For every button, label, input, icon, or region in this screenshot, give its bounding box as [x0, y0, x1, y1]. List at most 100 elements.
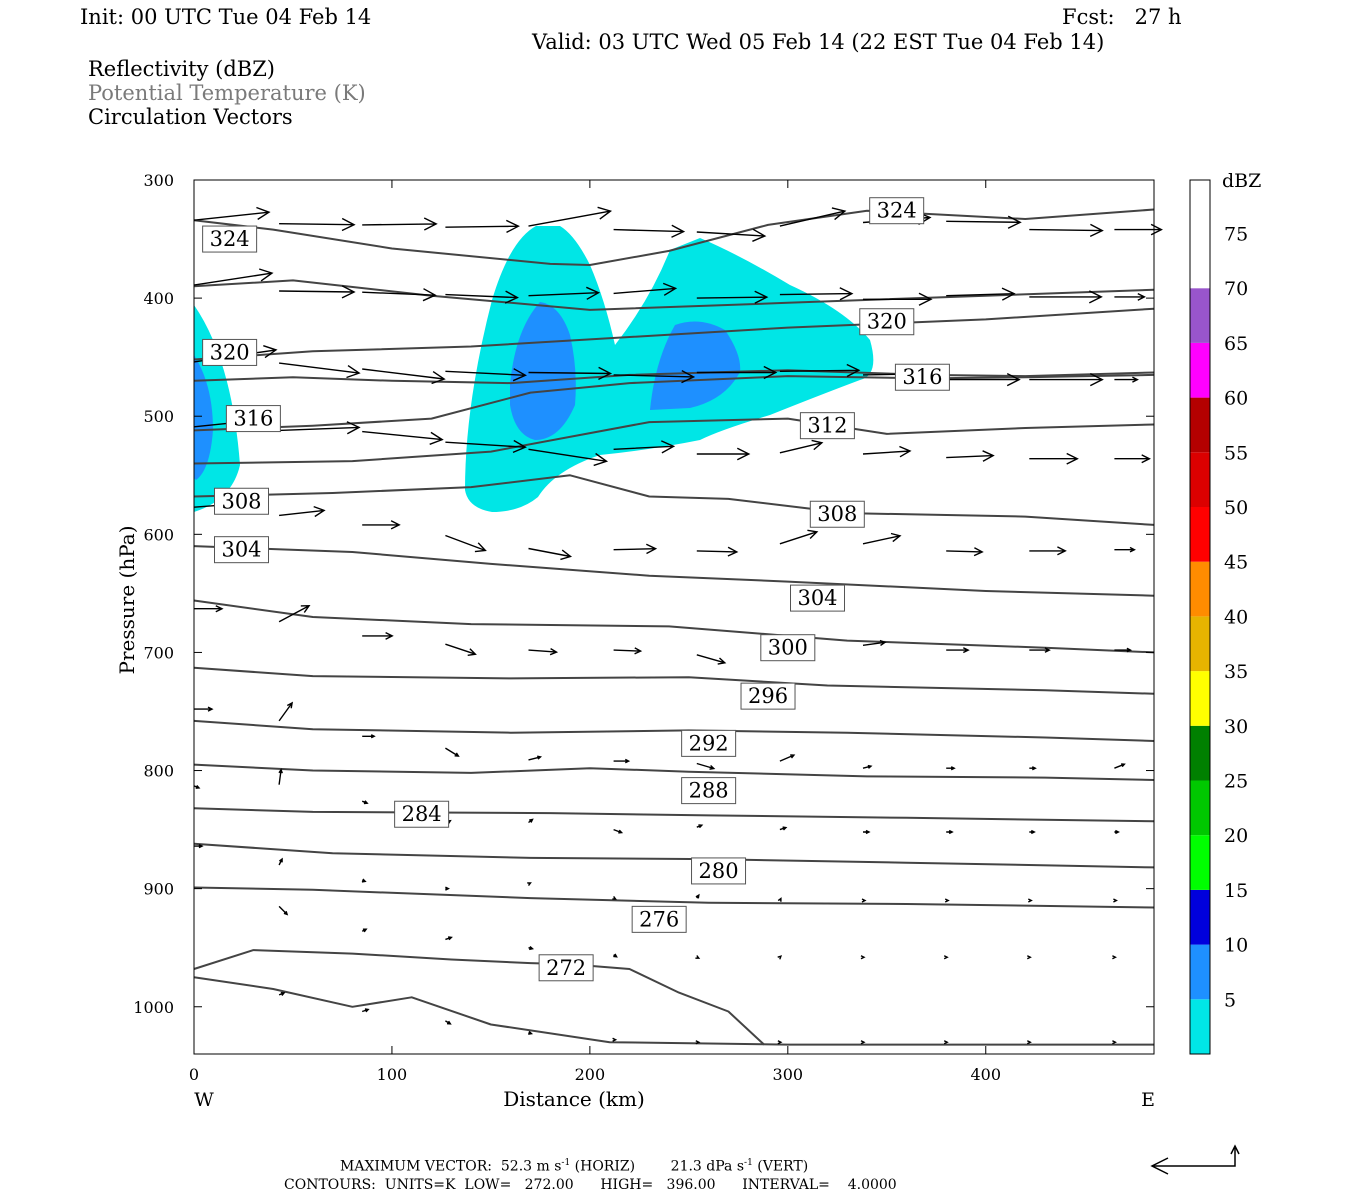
vector-116 [943, 955, 949, 960]
vector-41 [613, 440, 676, 454]
vector-108 [278, 905, 289, 916]
contour-label-box [202, 338, 258, 366]
vector-128 [1026, 1040, 1032, 1045]
theta-contour-15 [193, 949, 765, 1046]
vector-84 [193, 784, 201, 789]
vector-85 [278, 768, 283, 785]
vector-29 [613, 369, 696, 384]
vector-0 [193, 206, 271, 221]
vector-51 [445, 534, 487, 553]
contour-label-14: 288 [689, 779, 729, 803]
maxvec-prefix: MAXIMUM VECTOR: 52.3 m s [340, 1158, 562, 1175]
contour-label-0: 324 [210, 227, 250, 251]
contour-label-5: 316 [902, 365, 942, 389]
vector-43 [779, 439, 824, 454]
theta-contour-1 [193, 279, 1155, 311]
vector-122 [528, 1030, 534, 1035]
vector-35 [1114, 376, 1139, 383]
vector-91 [779, 826, 788, 831]
vector-82 [1029, 766, 1037, 771]
vector-61 [278, 604, 311, 623]
vector-52 [528, 547, 573, 561]
xtick-label-300: 300 [773, 1065, 804, 1084]
vector-60 [194, 605, 224, 613]
xtick-label-400: 400 [970, 1065, 1001, 1084]
vector-63 [445, 643, 477, 656]
vector-71 [1114, 647, 1132, 653]
vector-114 [777, 955, 783, 960]
vector-2 [362, 217, 438, 231]
vector-123 [612, 1037, 618, 1042]
contour-label-2: 320 [210, 340, 250, 364]
colorbar-band-4 [1190, 780, 1210, 836]
vector-93 [946, 829, 954, 835]
colorbar-label-25: 25 [1224, 771, 1248, 793]
vector-5 [613, 224, 686, 238]
theta-contour-14 [193, 886, 1155, 909]
maxvec-suffix: (VERT) [752, 1158, 809, 1175]
contour-label-4: 316 [233, 407, 273, 431]
vector-47 [1114, 454, 1151, 464]
field-reflectivity: Reflectivity (dBZ) [88, 57, 276, 81]
theta-contours [193, 208, 1155, 1046]
theta-contour-16 [193, 976, 1154, 1046]
vector-68 [862, 639, 887, 646]
theta-contour-8 [193, 599, 1155, 654]
vector-44 [862, 445, 912, 458]
colorbar-label-70: 70 [1224, 278, 1248, 300]
colorbar-label-40: 40 [1224, 606, 1248, 628]
colorbar-label-15: 15 [1224, 880, 1248, 902]
vector-77 [613, 758, 631, 764]
colorbar-label-30: 30 [1224, 716, 1248, 738]
xtick-label-100: 100 [377, 1065, 408, 1084]
vector-21 [946, 287, 1016, 301]
vector-42 [696, 447, 751, 461]
vector-23 [1114, 292, 1146, 301]
vector-49 [279, 505, 326, 518]
ytick-label-400: 400 [143, 289, 174, 308]
axes: 300 400 500 600 700 800 900 1000 0 100 200 300 400 W E… [115, 171, 1155, 1111]
theta-contour-4 [193, 373, 1155, 432]
contour-label-box [394, 800, 450, 828]
theta-contour-5 [193, 417, 1155, 465]
vector-40 [528, 448, 609, 467]
ytick-label-500: 500 [143, 407, 174, 426]
vector-12 [193, 268, 274, 286]
init-time: Init: 00 UTC Tue 04 Feb 14 [80, 5, 372, 29]
refl-10-central-a [510, 302, 576, 440]
contour-label-box [740, 682, 796, 710]
ytick-label-900: 900 [143, 880, 174, 899]
colorbar-band-14 [1190, 233, 1210, 289]
plot-frame [193, 179, 1155, 1055]
vector-76 [528, 755, 543, 761]
contour-label-1: 324 [877, 199, 917, 223]
vector-115 [860, 955, 866, 960]
x-end-label-east: E [1141, 1089, 1155, 1111]
vector-86 [361, 800, 369, 805]
x-end-label-west: W [194, 1089, 214, 1111]
vector-111 [528, 945, 535, 951]
colorbar-band-7 [1190, 616, 1210, 672]
vector-66 [696, 654, 727, 665]
colorbar-label-5: 5 [1224, 989, 1236, 1011]
vector-90 [696, 824, 704, 829]
vector-38 [362, 430, 444, 445]
colorbar-band-1 [1190, 944, 1210, 1000]
vector-99 [445, 886, 450, 891]
vector-119 [278, 992, 286, 996]
xtick-label-0: 0 [189, 1065, 199, 1084]
contour-label-box [681, 729, 737, 757]
vector-92 [863, 829, 871, 835]
contour-label-box [214, 487, 270, 515]
contour-label-18: 272 [546, 956, 586, 980]
colorbar: 5 10 15 20 25 30 35 40 45 50 55 60 65 70 75 dBZ [1189, 170, 1261, 1055]
contour-label-box [894, 363, 950, 391]
vector-109 [361, 928, 368, 933]
vector-15 [445, 290, 519, 304]
ytick-label-300: 300 [143, 171, 174, 190]
colorbar-label-60: 60 [1224, 388, 1248, 410]
contour-label-box [809, 500, 865, 528]
colorbar-band-9 [1190, 507, 1210, 562]
vector-124 [695, 1040, 701, 1045]
